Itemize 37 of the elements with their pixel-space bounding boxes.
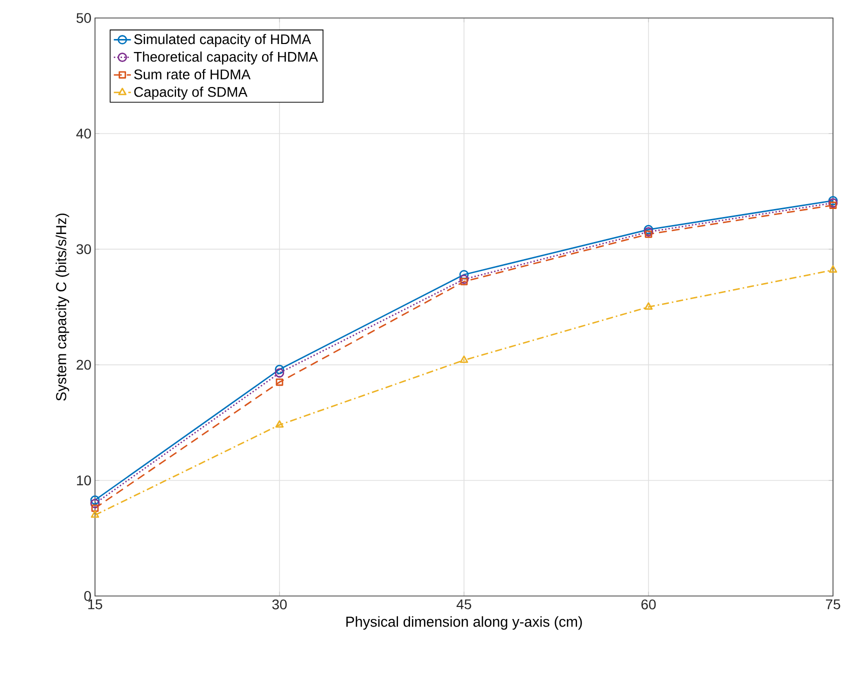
point: [829, 202, 837, 209]
point: [828, 198, 838, 208]
y-axis-title: System capacity C (bits/s/Hz): [56, 214, 70, 401]
point: [274, 368, 284, 378]
x-tick-label: 30: [272, 600, 287, 610]
point: [460, 355, 468, 363]
legend-label: Simulated capacity of HDMA: [134, 34, 312, 47]
legend-label: Sum rate of HDMA: [134, 69, 251, 80]
point: [644, 224, 654, 234]
x-tick-label: 15: [88, 600, 102, 610]
legend-label: Theoretical capacity of HDMA: [134, 52, 318, 65]
y-tick-label: 50: [76, 13, 91, 23]
y-tick-label: 20: [76, 360, 91, 370]
point: [828, 265, 838, 273]
legend-label: Capacity of SDMA: [134, 86, 248, 100]
x-tick-label: 45: [456, 600, 472, 610]
y-tick-label: 40: [76, 128, 91, 139]
point: [460, 278, 468, 286]
point: [90, 495, 100, 505]
x-axis-title: Physical dimension along y-axis (cm): [346, 616, 582, 630]
point: [91, 504, 99, 512]
point: [275, 420, 284, 428]
y-tick-label: 0: [84, 591, 91, 601]
point: [459, 274, 469, 284]
x-tick-label: 75: [826, 600, 840, 610]
point: [90, 498, 100, 508]
point: [644, 230, 652, 238]
point: [274, 364, 284, 374]
point: [644, 227, 654, 237]
y-tick-label: 10: [77, 475, 91, 486]
point: [459, 270, 469, 280]
point: [276, 378, 284, 386]
x-tick-label: 60: [641, 600, 656, 610]
y-tick-label: 30: [76, 244, 91, 254]
point: [828, 196, 838, 206]
point: [90, 510, 100, 518]
point: [644, 302, 653, 310]
